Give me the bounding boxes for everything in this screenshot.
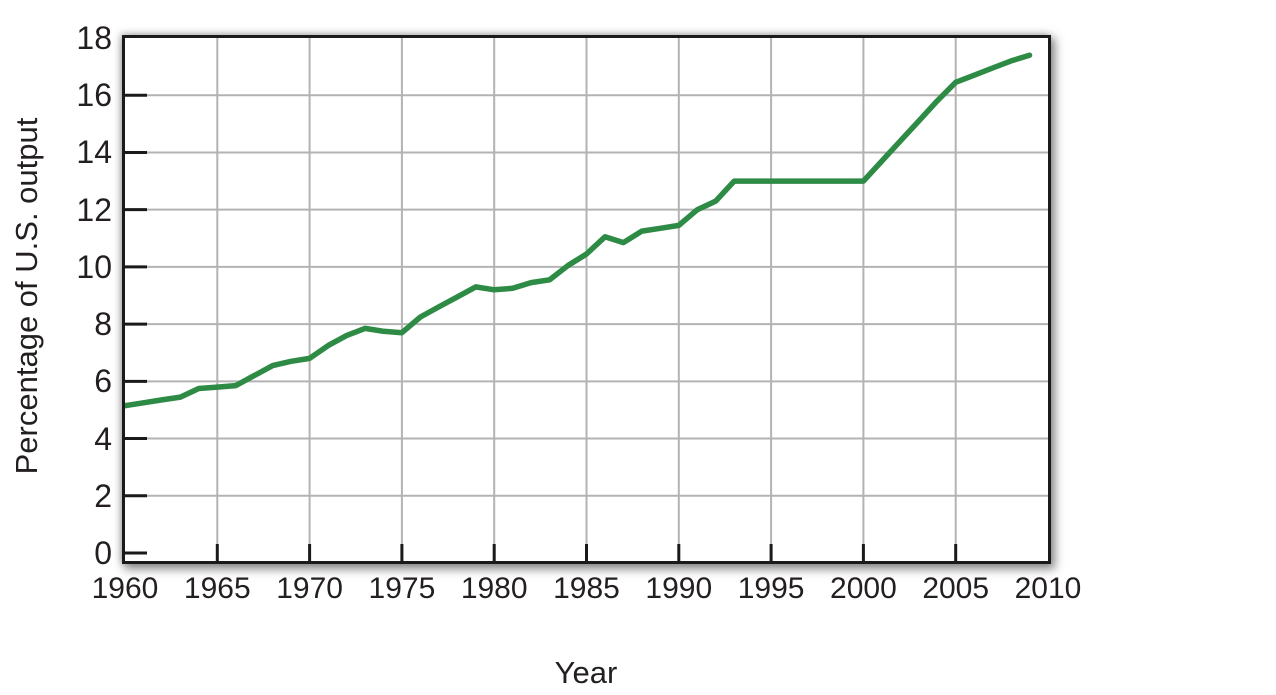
y-axis-tick-label: 8: [94, 306, 112, 343]
plot-area: [122, 35, 1051, 564]
data-line: [125, 52, 1033, 409]
y-axis-tick-label: 0: [94, 535, 112, 571]
y-axis-tick-label: 16: [76, 77, 112, 114]
x-axis-tick-label: 1990: [645, 572, 713, 605]
x-axis-tick-label: 1970: [276, 572, 343, 605]
y-axis-tick-label: 12: [76, 191, 112, 228]
y-axis-tick-label: 18: [76, 20, 112, 56]
x-axis-tick-label: 1975: [368, 572, 436, 605]
y-axis-tick-label: 2: [94, 477, 112, 514]
y-axis-tick-label: 14: [76, 134, 112, 171]
x-axis-tick-label: 1965: [183, 572, 251, 605]
x-axis-tick-label: 2000: [830, 572, 897, 605]
y-axis-tick-label: 10: [76, 248, 112, 285]
plot-svg: [125, 38, 1048, 561]
y-axis-title: Percentage of U.S. output: [9, 117, 44, 475]
x-axis-tick-label: 2005: [922, 572, 990, 605]
x-axis-tick-label: 1985: [553, 572, 620, 605]
x-axis-title: Year: [554, 655, 618, 690]
y-axis-tick-label: 4: [94, 420, 112, 457]
x-axis-tick-label: 1960: [91, 572, 159, 605]
x-axis-tick-label: 1995: [737, 572, 805, 605]
x-axis-tick-label: 1980: [460, 572, 528, 605]
x-axis-tick-label: 2010: [1014, 572, 1082, 605]
y-axis-tick-label: 6: [94, 363, 112, 400]
